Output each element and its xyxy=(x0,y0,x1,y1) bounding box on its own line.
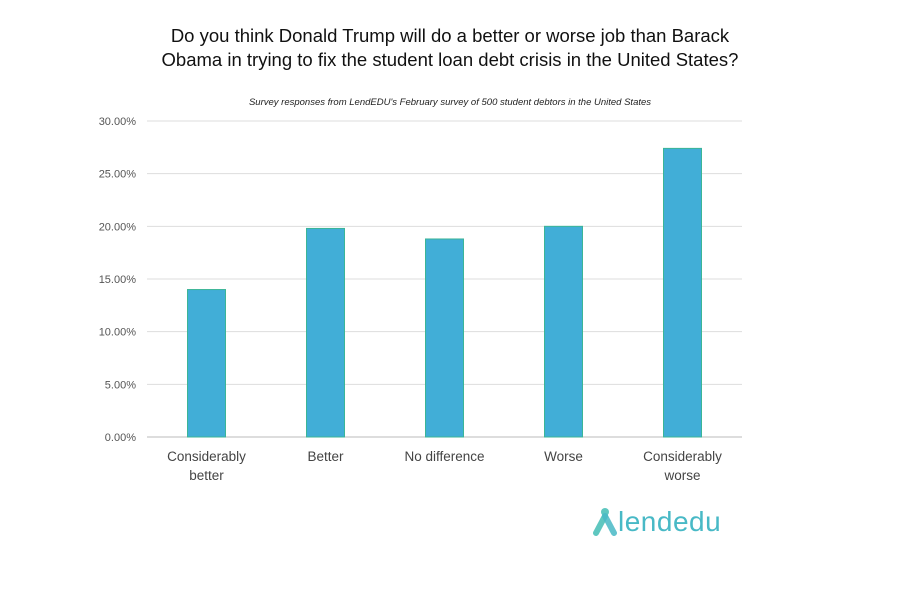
x-category-label: Considerably xyxy=(643,449,722,464)
x-category-label: No difference xyxy=(404,449,484,464)
x-category-label: better xyxy=(189,468,224,483)
bar xyxy=(425,238,464,438)
bar xyxy=(187,289,226,438)
y-tick-label: 0.00% xyxy=(105,432,136,444)
y-tick-label: 5.00% xyxy=(105,379,136,391)
logo-text: lendedu xyxy=(618,506,722,537)
x-category-label: Worse xyxy=(544,449,583,464)
y-tick-label: 30.00% xyxy=(99,116,137,128)
chart-subtitle: Survey responses from LendEDU's February… xyxy=(248,97,652,108)
lendedu-logo-icon xyxy=(593,508,617,536)
x-category-label: Considerably xyxy=(167,449,246,464)
y-tick-label: 20.00% xyxy=(99,221,137,233)
y-tick-label: 10.00% xyxy=(99,327,137,339)
bar xyxy=(544,225,583,438)
y-tick-label: 25.00% xyxy=(99,169,137,181)
bar xyxy=(663,147,702,438)
chart-title: Do you think Donald Trump will do a bett… xyxy=(161,25,739,70)
x-category-label: worse xyxy=(663,468,700,483)
x-category-label: Better xyxy=(307,449,344,464)
lendedu-logo: lendedu xyxy=(592,506,721,538)
bar xyxy=(306,227,345,438)
y-tick-label: 15.00% xyxy=(99,274,137,286)
